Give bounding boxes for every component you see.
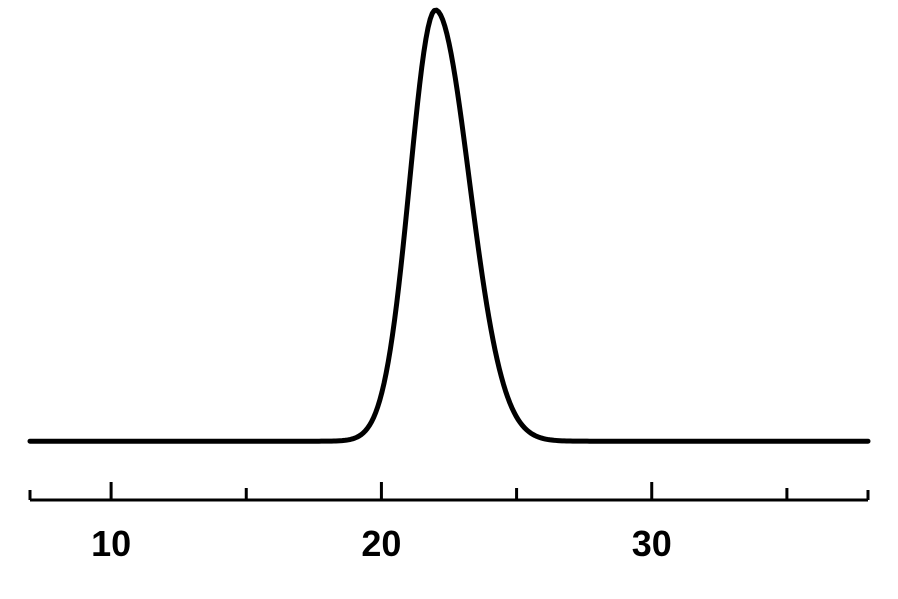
- x-tick-label: 10: [91, 523, 131, 564]
- x-tick-label: 30: [632, 523, 672, 564]
- chromatogram-chart: 10 20 30: [0, 0, 898, 599]
- x-tick-label: 20: [361, 523, 401, 564]
- chart-svg: 10 20 30: [0, 0, 898, 599]
- chart-background: [0, 0, 898, 599]
